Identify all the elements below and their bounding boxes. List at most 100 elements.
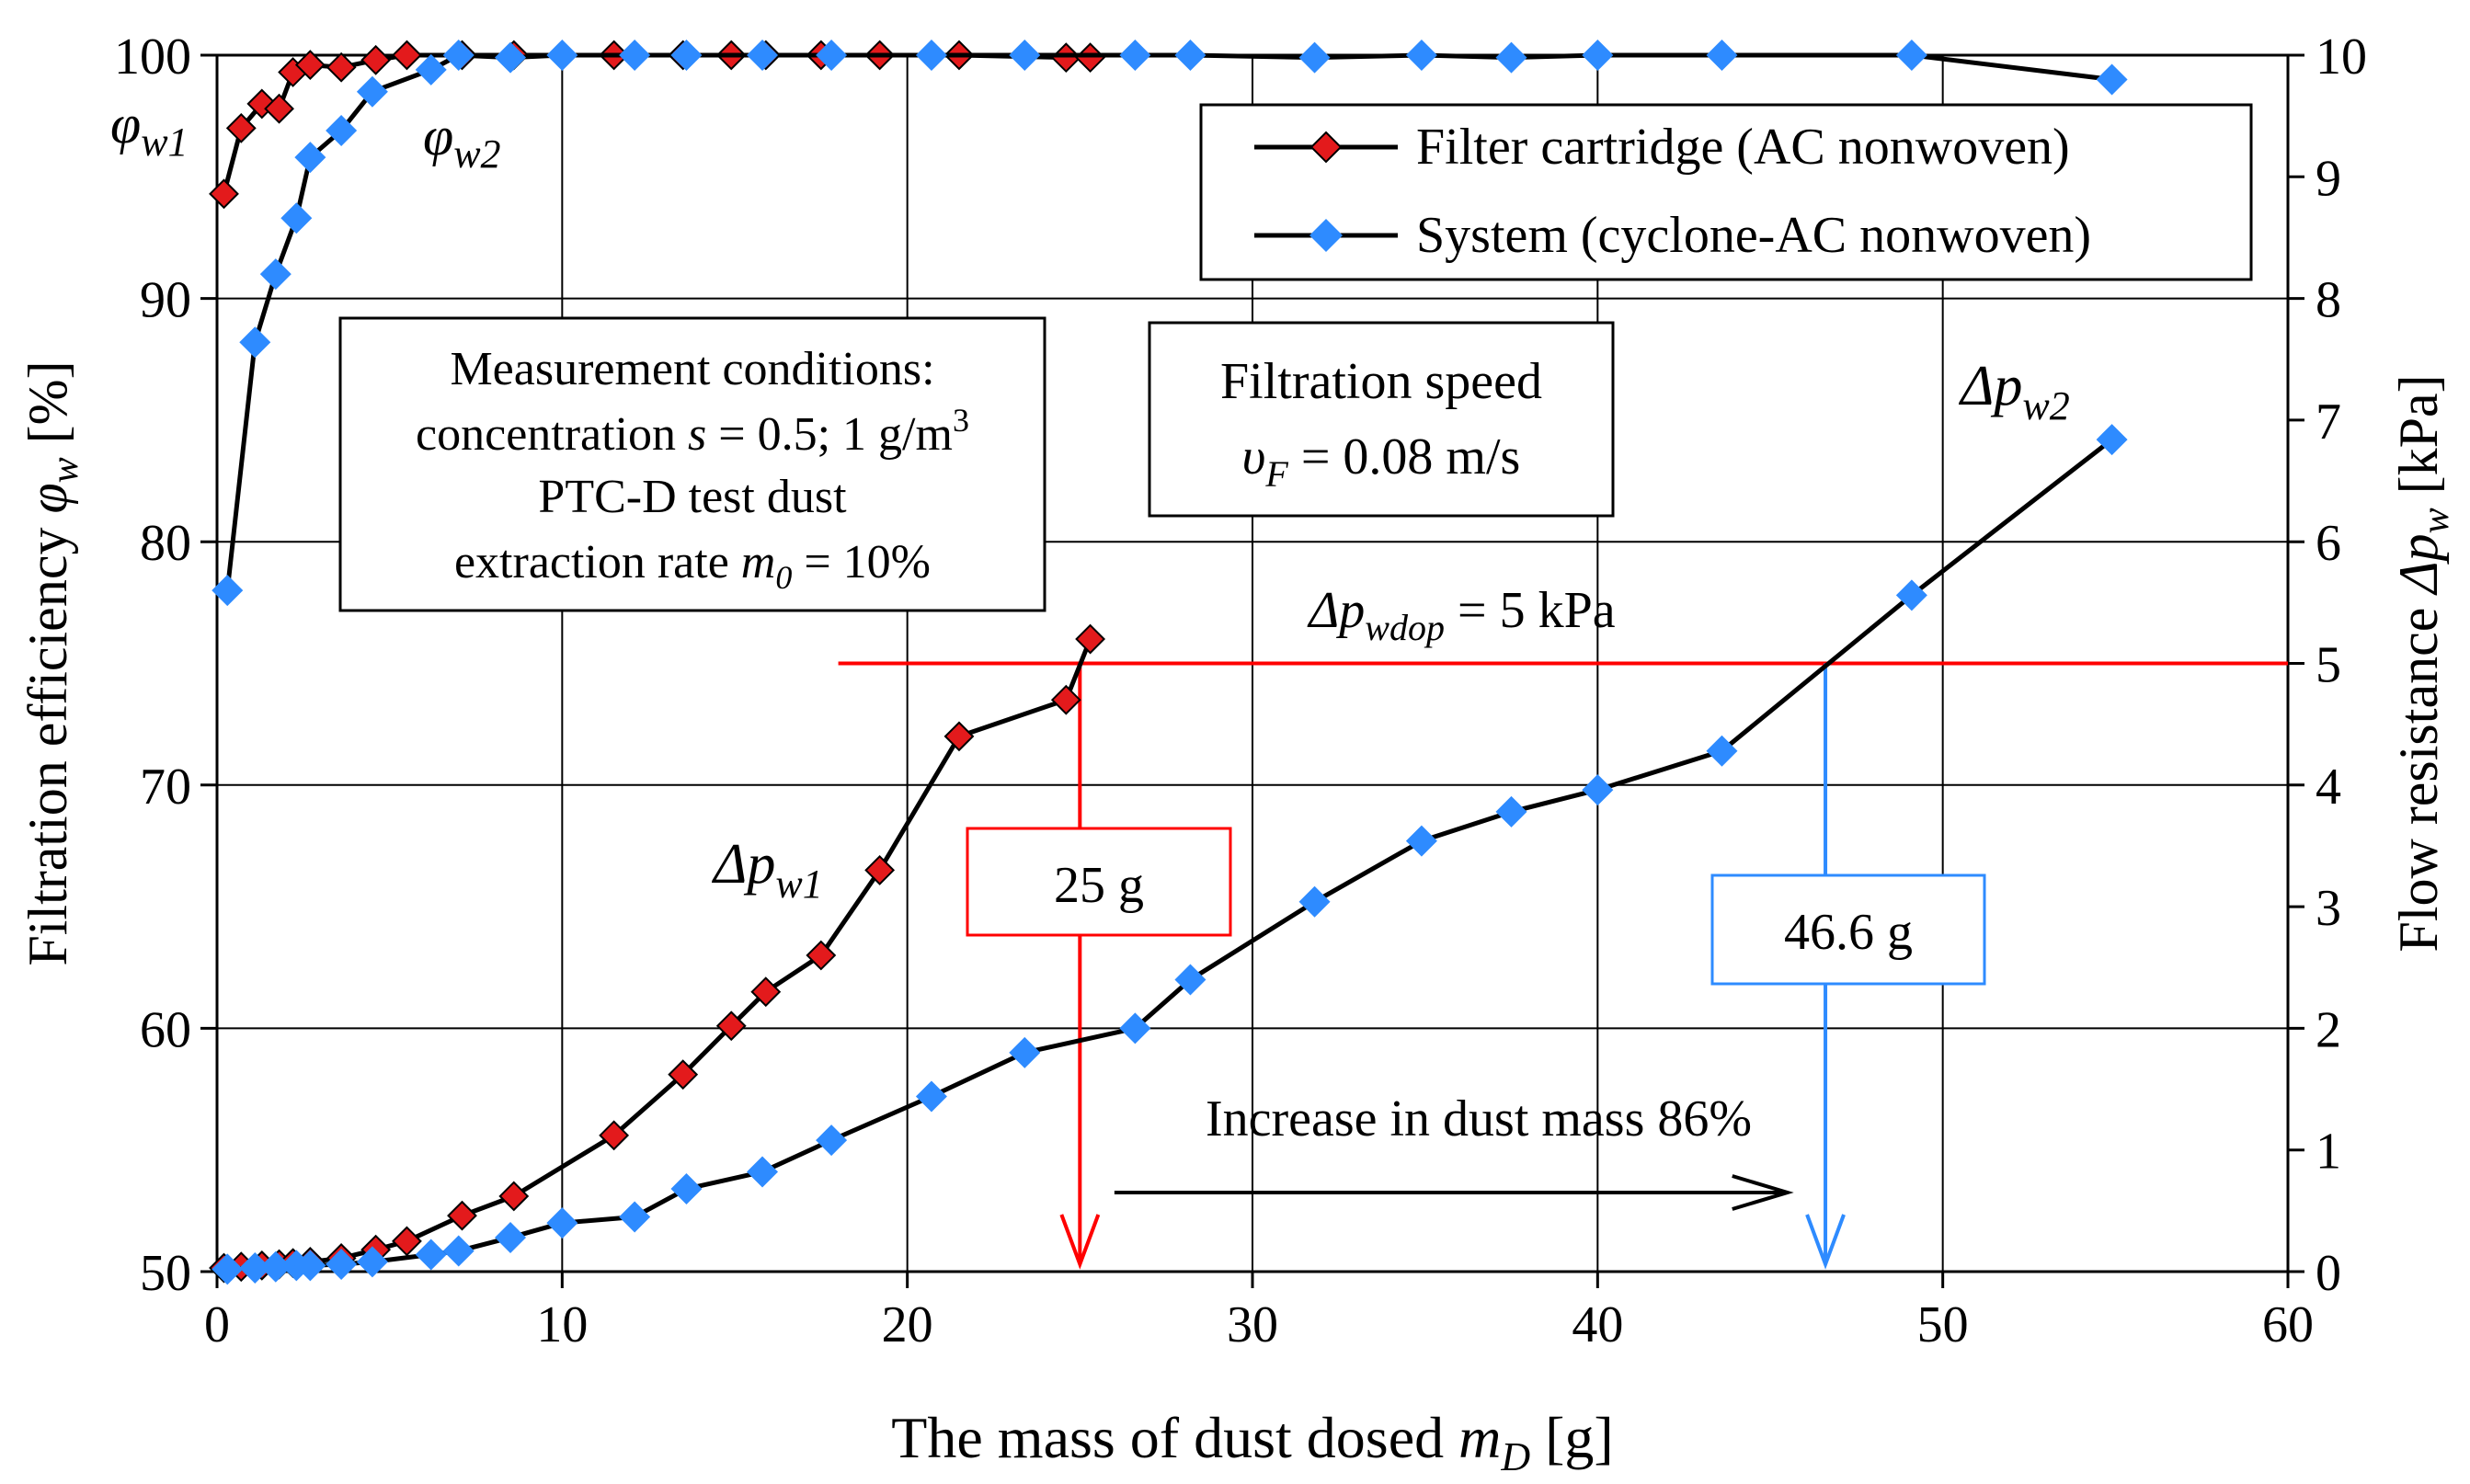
threshold-label: Δpwdop = 5 kPa	[1307, 582, 1615, 648]
data-point-system-resistance	[415, 1239, 447, 1271]
marker-label-red: 25 g	[1054, 857, 1144, 914]
marker-label-blue: 46.6 g	[1784, 904, 1913, 961]
speed-line-1: Filtration speed	[1220, 353, 1542, 410]
data-point-system-resistance	[326, 1249, 358, 1281]
x-axis-label: The mass of dust dosed mD [g]	[891, 1405, 1613, 1479]
data-point-system-efficiency	[747, 40, 779, 71]
annotation-dp-w2: Δpw2	[1958, 355, 2070, 428]
data-point-filter-resistance	[599, 1120, 630, 1151]
overlays	[838, 661, 2288, 1270]
data-point-filter-resistance	[806, 940, 837, 971]
data-point-system-resistance	[816, 1124, 848, 1157]
data-point-system-resistance	[356, 1246, 388, 1278]
data-point-filter-efficiency	[294, 50, 326, 80]
legend-marker-red	[1309, 131, 1343, 164]
x-tick-label: 10	[536, 1296, 588, 1353]
data-point-system-resistance	[1582, 774, 1614, 806]
data-point-system-efficiency	[280, 202, 313, 234]
data-point-filter-efficiency	[264, 93, 294, 124]
series-layer	[209, 40, 2128, 1285]
data-point-system-resistance	[2096, 424, 2128, 456]
data-point-filter-efficiency	[360, 44, 392, 75]
data-point-system-efficiency	[239, 326, 271, 359]
y-left-tick-label: 90	[140, 272, 191, 329]
data-point-filter-efficiency	[392, 40, 422, 71]
data-point-system-efficiency	[356, 75, 388, 108]
data-point-system-efficiency	[442, 40, 475, 71]
data-point-filter-resistance	[943, 721, 975, 752]
data-point-filter-resistance	[392, 1226, 422, 1257]
data-point-filter-efficiency	[225, 112, 257, 143]
data-point-system-efficiency	[294, 142, 326, 174]
data-point-filter-resistance	[715, 1010, 747, 1042]
marker-box-red: 25 g	[966, 827, 1232, 937]
data-point-system-efficiency	[326, 115, 358, 147]
data-point-filter-resistance	[1075, 623, 1106, 655]
y-left-tick-label: 100	[114, 29, 191, 86]
data-point-system-efficiency	[1495, 41, 1527, 74]
data-point-system-resistance	[259, 1250, 292, 1283]
y-left-tick-label: 80	[140, 515, 191, 572]
legend: Filter cartridge (AC nonwoven) System (c…	[1199, 103, 2253, 281]
y-right-tick-label: 8	[2316, 272, 2341, 329]
data-point-system-efficiency	[1174, 40, 1206, 71]
data-point-filter-resistance	[1050, 684, 1081, 715]
y-right-tick-label: 2	[2316, 1001, 2341, 1058]
x-tick-label: 30	[1227, 1296, 1278, 1353]
data-point-system-resistance	[1706, 735, 1738, 767]
data-point-filter-resistance	[750, 976, 782, 1008]
data-point-system-resistance	[619, 1201, 651, 1233]
data-point-system-resistance	[212, 1253, 244, 1285]
y-left-tick-label: 70	[140, 759, 191, 816]
y-left-tick-label: 60	[140, 1001, 191, 1058]
y-right-tick-label: 3	[2316, 880, 2341, 937]
conditions-line-2: concentration s = 0.5; 1 g/m3	[416, 402, 969, 461]
data-point-filter-efficiency	[1075, 42, 1106, 74]
conditions-line-4: extraction rate m0 = 10%	[454, 536, 931, 596]
data-point-system-resistance	[1895, 579, 1927, 611]
data-point-system-efficiency	[1298, 41, 1331, 74]
data-point-system-resistance	[1119, 1012, 1151, 1045]
x-tick-label: 60	[2262, 1296, 2314, 1353]
data-point-system-resistance	[747, 1156, 779, 1188]
data-point-system-resistance	[1298, 885, 1331, 918]
data-point-filter-resistance	[447, 1200, 477, 1231]
increase-label: Increase in dust mass 86%	[1206, 1090, 1752, 1147]
y-left-tick-label: 50	[140, 1245, 191, 1302]
data-point-system-resistance	[239, 1252, 271, 1284]
data-point-system-efficiency	[619, 40, 651, 71]
data-point-system-resistance	[1174, 964, 1206, 996]
data-point-system-efficiency	[259, 258, 292, 291]
data-point-system-resistance	[495, 1221, 527, 1253]
legend-label-system: System (cyclone-AC nonwoven)	[1416, 207, 2091, 264]
data-point-system-resistance	[546, 1207, 578, 1239]
annotation-phi-w1: φw1	[110, 94, 189, 165]
x-axis-ticks: 0 10 20 30 40 50 60	[204, 1272, 2314, 1353]
data-point-system-efficiency	[1119, 40, 1151, 71]
marker-box-blue: 46.6 g	[1710, 873, 1986, 986]
y-right-tick-label: 6	[2316, 515, 2341, 572]
annotation-dp-w1: Δpw1	[711, 833, 823, 907]
conditions-line-1: Measurement conditions:	[450, 343, 934, 395]
data-point-system-efficiency	[546, 40, 578, 71]
data-point-system-resistance	[1405, 825, 1437, 857]
y-right-tick-label: 5	[2316, 637, 2341, 694]
data-point-system-efficiency	[1895, 40, 1927, 71]
y-right-tick-label: 10	[2316, 29, 2367, 86]
data-point-system-efficiency	[1706, 40, 1738, 71]
data-point-filter-resistance	[668, 1059, 699, 1090]
data-point-system-resistance	[1495, 795, 1527, 828]
data-point-system-efficiency	[495, 41, 527, 74]
y-left-axis-label: Filtration efficiency φw [%]	[17, 360, 86, 965]
data-point-system-efficiency	[915, 40, 947, 71]
data-point-system-efficiency	[670, 40, 703, 71]
y-right-tick-label: 0	[2316, 1245, 2341, 1302]
annotation-phi-w2: φw2	[423, 106, 501, 177]
speed-line-2: υF = 0.08 m/s	[1242, 428, 1521, 495]
data-point-system-resistance	[1009, 1036, 1041, 1068]
y-left-axis-ticks: 50 60 70 80 90 100	[114, 29, 217, 1302]
conditions-line-3: PTC-D test dust	[538, 471, 847, 523]
data-point-system-efficiency	[212, 575, 244, 607]
x-tick-label: 40	[1572, 1296, 1623, 1353]
